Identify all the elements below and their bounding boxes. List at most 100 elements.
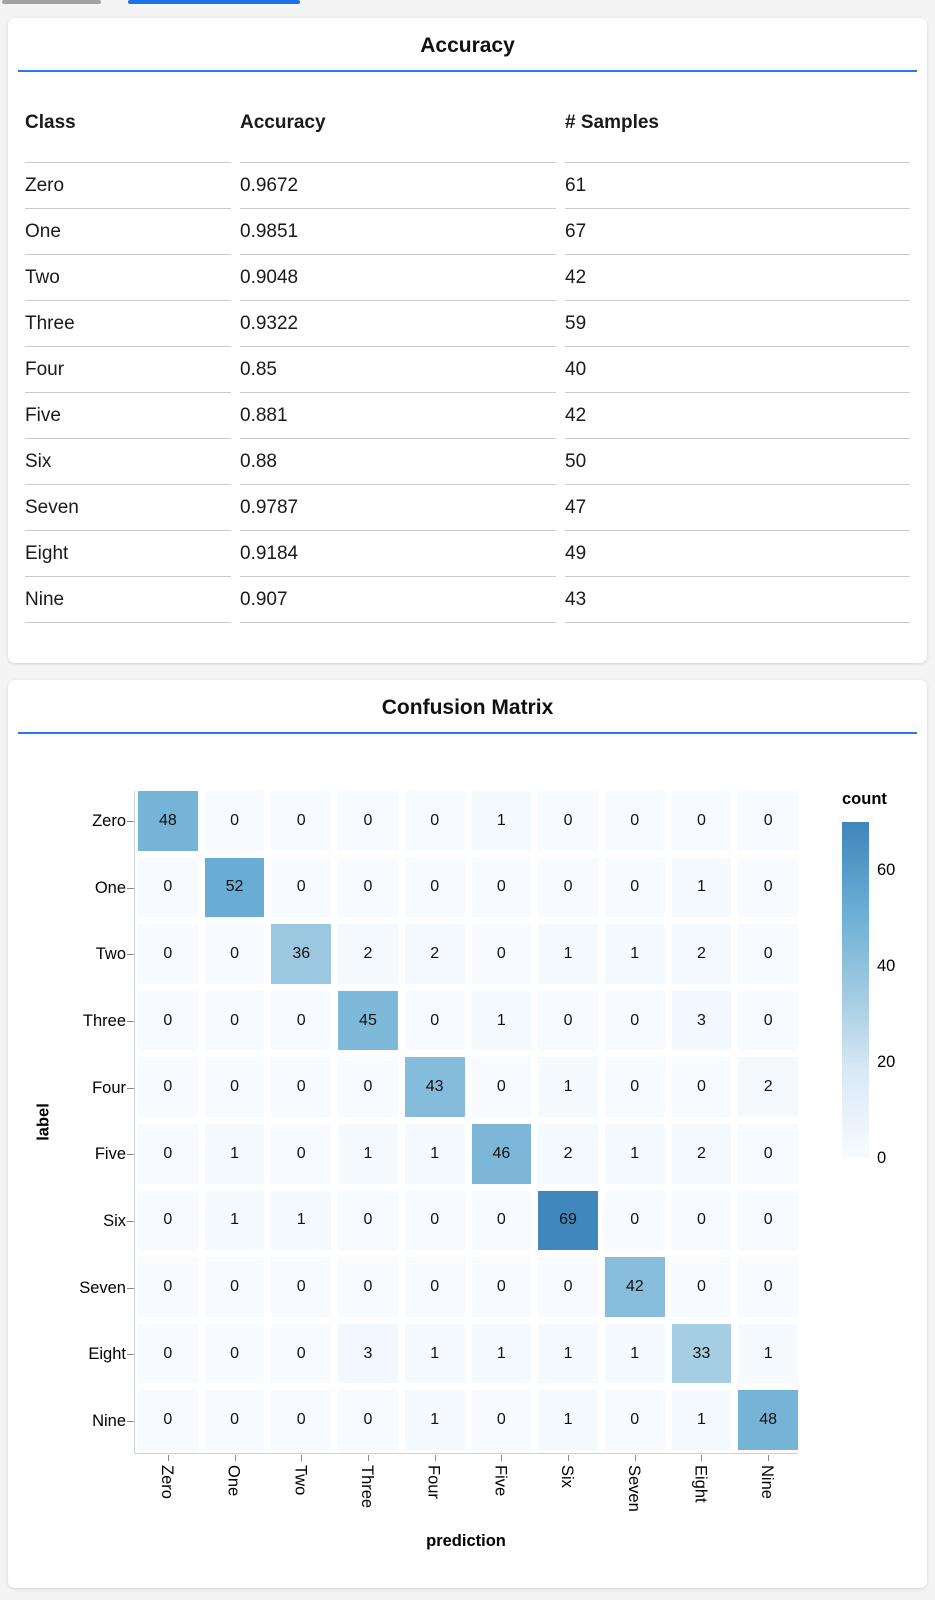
heatmap-cell: 1 [471,990,532,1051]
heatmap-cell: 0 [604,857,665,918]
table-row: Seven 0.9787 47 [25,485,910,531]
samples-cell: 47 [565,485,910,531]
y-axis-tick-label: Nine [92,1412,126,1431]
heatmap-cell: 0 [338,1390,398,1450]
heatmap-grid: 48 0 0 0 0 1 0 0 0 0 0 52 0 0 0 0 0 0 1 0 0 0 36 2 2 0 1 1 2 0 0 0 0 45 0 1… [134,791,798,1454]
y-axis-tick-label: Six [103,1212,126,1231]
class-cell: Six [25,439,231,485]
table-row: Eight 0.9184 49 [25,531,910,577]
column-header-samples: # Samples [565,72,910,163]
heatmap-cell: 48 [138,791,198,851]
y-axis-tick [127,1087,134,1089]
samples-cell: 40 [565,347,910,393]
heatmap-cell: 0 [538,857,598,918]
column-header-accuracy: Accuracy [240,72,556,163]
heatmap-cell: 1 [604,1323,665,1384]
accuracy-cell: 0.9048 [240,255,556,301]
heatmap-cell: 1 [404,1390,465,1450]
heatmap-cell: 0 [471,1190,532,1251]
accuracy-cell: 0.9322 [240,301,556,347]
heatmap-cell: 0 [738,1123,798,1184]
heatmap-cell: 0 [404,791,465,851]
class-cell: Nine [25,577,231,623]
table-row: Nine 0.907 43 [25,577,910,623]
heatmap-cell: 0 [738,857,798,918]
heatmap-cell: 36 [271,924,332,984]
heatmap-cell: 0 [404,1190,465,1251]
heatmap-cell: 0 [738,1257,798,1317]
heatmap-cell: 0 [271,1123,332,1184]
samples-cell: 42 [565,255,910,301]
y-axis-title: label [34,1103,53,1141]
x-axis-tick-label: Eight [691,1465,710,1503]
table-row: One 0.9851 67 [25,209,910,255]
heatmap-cell: 45 [338,990,398,1051]
heatmap-cell: 0 [271,1390,332,1450]
accent-rule [18,732,917,734]
heatmap-cell: 0 [538,1257,598,1317]
heatmap-cell: 0 [738,791,798,851]
x-axis-tick [568,1455,570,1461]
x-axis-tick [234,1455,236,1461]
heatmap-cell: 1 [204,1123,265,1184]
heatmap-cell: 0 [671,1190,732,1251]
heatmap-cell: 0 [604,1190,665,1251]
x-axis-tick [501,1455,503,1461]
class-cell: Three [25,301,231,347]
heatmap-cell: 2 [671,924,732,984]
y-axis-tick-label: Eight [88,1345,126,1364]
accuracy-panel: Accuracy Class Accuracy # Samples Zero 0.… [8,18,927,663]
samples-cell: 59 [565,301,910,347]
confusion-matrix-chart: label 48 0 0 0 0 1 0 0 0 0 0 52 0 0 0 0 0 0 1 0 0 0 36 2 2 0 1 1 2 0 0… [8,680,927,1588]
samples-cell: 49 [565,531,910,577]
heatmap-cell: 0 [271,1257,332,1317]
heatmap-cell: 0 [338,857,398,918]
accuracy-cell: 0.9184 [240,531,556,577]
tab-indicator-active[interactable] [128,0,300,4]
accuracy-table-header: Class Accuracy # Samples [25,72,910,163]
x-axis-tick-label: Three [357,1465,376,1509]
accuracy-table: Class Accuracy # Samples Zero 0.9672 61 One… [16,72,919,623]
heatmap-cell: 1 [271,1190,332,1251]
accuracy-cell: 0.9787 [240,485,556,531]
y-axis-tick [127,1020,134,1022]
heatmap-cell: 2 [538,1123,598,1184]
accuracy-panel-title: Accuracy [420,34,515,57]
samples-cell: 61 [565,163,910,209]
heatmap-cell: 46 [471,1123,532,1184]
table-row: Four 0.85 40 [25,347,910,393]
class-cell: Five [25,393,231,439]
heatmap-cell: 0 [138,990,198,1051]
heatmap-cell: 3 [338,1323,398,1384]
y-axis-tick [127,954,134,956]
class-cell: Zero [25,163,231,209]
x-axis-tick-label: One [224,1465,243,1497]
heatmap-cell: 1 [404,1123,465,1184]
heatmap-cell: 0 [738,1190,798,1251]
heatmap-cell: 0 [671,791,732,851]
y-axis-tick [127,1421,134,1423]
class-cell: One [25,209,231,255]
y-axis-tick-label: Seven [79,1278,126,1297]
x-axis-tick-label: Two [291,1465,310,1496]
table-row: Three 0.9322 59 [25,301,910,347]
heatmap-cell: 2 [338,924,398,984]
heatmap-cell: 0 [338,1057,398,1117]
accuracy-cell: 0.881 [240,393,556,439]
class-cell: Two [25,255,231,301]
samples-cell: 43 [565,577,910,623]
legend-tick-label: 0 [877,1148,887,1167]
heatmap-cell: 1 [338,1123,398,1184]
accent-rule [18,70,917,72]
heatmap-cell: 1 [404,1323,465,1384]
tab-indicator-inactive[interactable] [2,0,101,4]
heatmap-cell: 0 [138,1390,198,1450]
x-axis-tick [701,1455,703,1461]
samples-cell: 50 [565,439,910,485]
x-axis-tick-label: Zero [157,1465,176,1499]
heatmap-cell: 2 [738,1057,798,1117]
x-axis-tick [634,1455,636,1461]
y-axis-tick-label: Four [92,1078,126,1097]
heatmap-cell: 0 [138,1057,198,1117]
